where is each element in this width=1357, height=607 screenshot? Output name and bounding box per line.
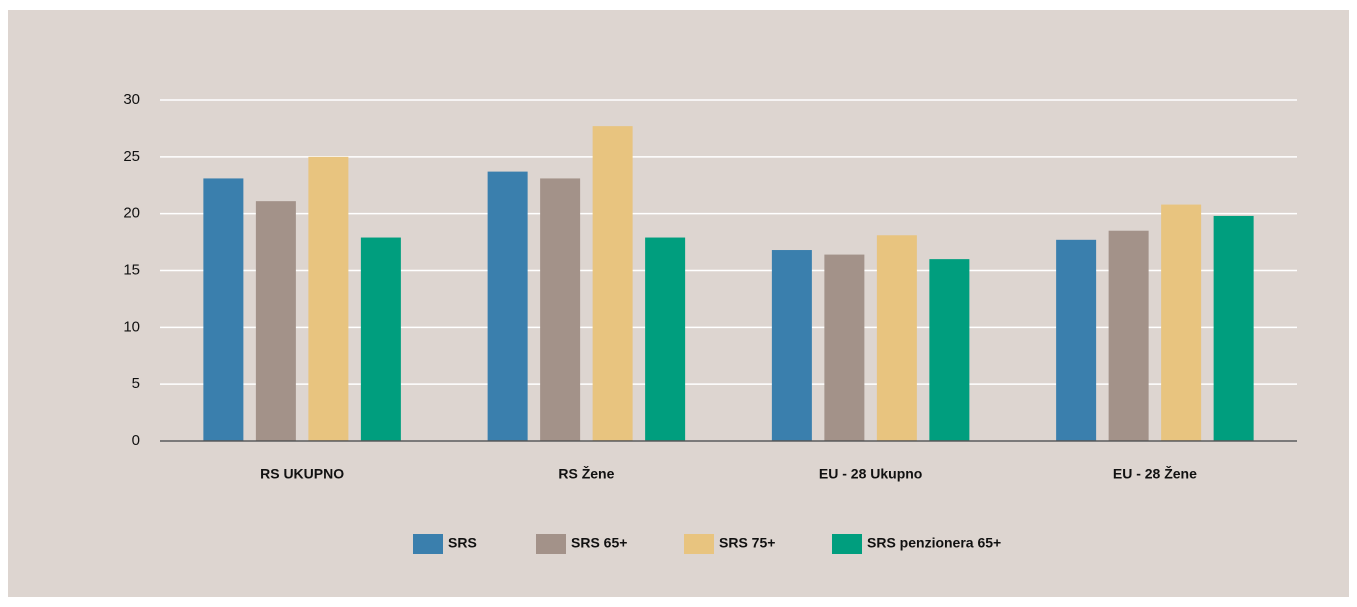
legend-swatch (413, 534, 443, 554)
legend-label: SRS penzionera 65+ (867, 535, 1001, 551)
legend-swatch (536, 534, 566, 554)
x-tick-label: RS UKUPNO (260, 466, 344, 482)
legend-label: SRS (448, 535, 477, 551)
x-tick-label: EU - 28 Žene (1113, 465, 1197, 482)
bar (1161, 204, 1202, 441)
y-tick-label: 30 (123, 91, 140, 108)
y-tick-label: 5 (132, 375, 140, 392)
bar (203, 178, 244, 441)
legend-swatch (832, 534, 862, 554)
bar (487, 171, 528, 442)
bar (771, 250, 812, 441)
bar (308, 156, 349, 442)
y-tick-label: 15 (123, 261, 140, 278)
legend-label: SRS 65+ (571, 535, 627, 551)
bar (592, 126, 633, 441)
bar (360, 237, 401, 441)
legend-swatch (684, 534, 714, 554)
y-tick-label: 25 (123, 148, 140, 165)
bar (645, 237, 686, 441)
x-tick-label: EU - 28 Ukupno (819, 466, 922, 482)
y-tick-label: 10 (123, 318, 140, 335)
bar (255, 201, 296, 441)
x-tick-label: RS Žene (558, 465, 614, 482)
bar (1213, 215, 1254, 441)
bar (1108, 230, 1149, 441)
y-tick-label: 0 (132, 432, 140, 449)
bar (824, 254, 865, 441)
bar (540, 178, 581, 441)
bar (929, 259, 970, 441)
legend-label: SRS 75+ (719, 535, 775, 551)
y-tick-label: 20 (123, 205, 140, 222)
bar (1056, 239, 1097, 441)
bar (876, 235, 917, 441)
